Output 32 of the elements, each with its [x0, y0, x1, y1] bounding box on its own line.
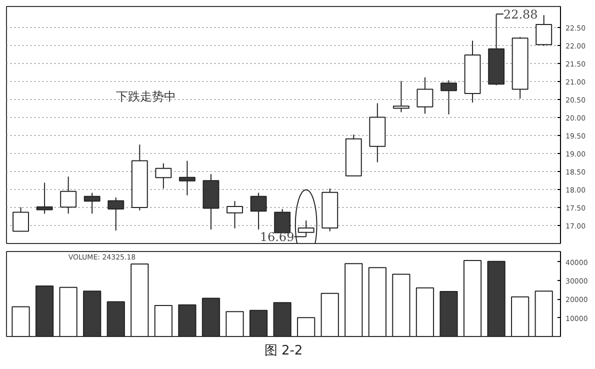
candlestick — [155, 162, 172, 189]
bar — [368, 267, 386, 336]
bar — [320, 292, 339, 336]
candlestick — [178, 160, 196, 196]
bar — [154, 304, 172, 336]
candlestick — [84, 192, 100, 214]
bar — [416, 287, 434, 336]
bar — [297, 317, 316, 336]
caption: 图 2-2 — [264, 344, 303, 358]
candlestick — [60, 176, 77, 214]
candlestick — [226, 200, 243, 229]
candlestick — [440, 80, 457, 115]
bar — [59, 286, 78, 336]
candlestick — [12, 206, 29, 232]
bar — [12, 306, 30, 336]
candlestick — [36, 182, 53, 214]
bar — [463, 260, 482, 336]
bar — [534, 290, 553, 336]
bar — [392, 274, 410, 336]
candlestick — [250, 192, 267, 230]
candlestick — [108, 196, 124, 232]
bar — [226, 311, 244, 336]
candlestick — [536, 14, 552, 46]
candlestick — [274, 208, 291, 234]
annotation: 下跌走势中 — [116, 89, 176, 104]
bar — [130, 264, 149, 336]
bar — [511, 296, 530, 336]
annotation: 22.88 — [503, 8, 538, 22]
candlestick — [392, 80, 410, 113]
annotation: 16.69 — [260, 230, 294, 244]
candlestick — [416, 76, 434, 114]
bar — [344, 263, 363, 336]
